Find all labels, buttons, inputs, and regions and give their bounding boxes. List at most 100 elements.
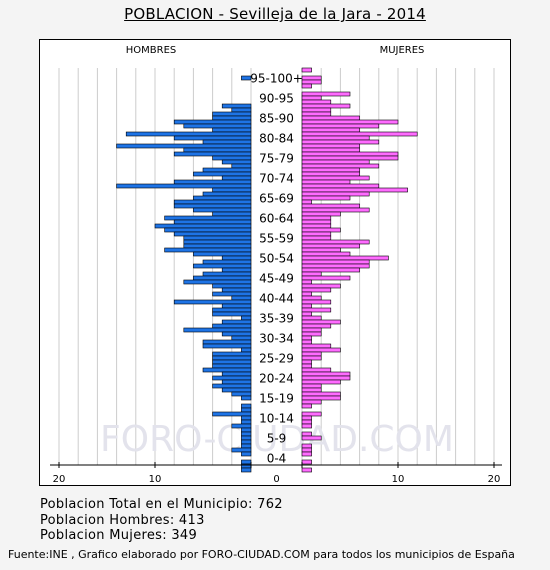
bar-mujeres-age-87 xyxy=(301,119,399,125)
bar-mujeres-age-100+ xyxy=(301,67,312,73)
bar-hombres-age-61 xyxy=(154,223,252,229)
bar-mujeres-age-55 xyxy=(301,247,341,253)
bar-mujeres-age-28 xyxy=(301,355,322,361)
bar-hombres-age-10 xyxy=(241,427,252,433)
age-group-label: 90-95 xyxy=(259,92,294,106)
bar-mujeres-age-18 xyxy=(301,395,341,401)
bar-mujeres-age-14 xyxy=(301,411,322,417)
bar-hombres-age-79 xyxy=(173,151,252,157)
bar-hombres-age-20 xyxy=(221,387,252,393)
age-group-label: 55-59 xyxy=(259,232,294,246)
bar-mujeres-age-39 xyxy=(301,311,312,317)
bar-mujeres-age-16 xyxy=(301,403,312,409)
bar-hombres-age-89 xyxy=(212,111,252,117)
bar-mujeres-age-58 xyxy=(301,235,332,241)
bar-mujeres-age-8 xyxy=(301,435,322,441)
bar-hombres-age-6 xyxy=(241,443,252,449)
bar-mujeres-age-67 xyxy=(301,199,312,205)
bar-mujeres-age-12 xyxy=(301,419,312,425)
bar-mujeres-age-56 xyxy=(301,243,360,249)
age-group-label: 0-4 xyxy=(267,452,287,466)
bar-mujeres-age-20 xyxy=(301,387,322,393)
bar-hombres-age-28 xyxy=(212,355,252,361)
bar-mujeres-age-31 xyxy=(301,343,332,349)
bar-mujeres-age-68 xyxy=(301,195,351,201)
bar-hombres-age-62 xyxy=(173,219,252,225)
bar-mujeres-age-64 xyxy=(301,211,341,217)
bar-hombres-age-33 xyxy=(231,335,252,341)
population-pyramid: FORO-CIUDAD.COM HOMBRES MUJERES 95-100+9… xyxy=(50,45,502,485)
bar-hombres-age-69 xyxy=(202,191,252,197)
bar-hombres-age-91 xyxy=(221,103,252,109)
bar-hombres-age-7 xyxy=(241,439,252,445)
bar-mujeres-age-85 xyxy=(301,127,360,133)
bar-mujeres-age-4 xyxy=(301,451,312,457)
chart-frame: FORO-CIUDAD.COM HOMBRES MUJERES 95-100+ 9… xyxy=(39,39,511,486)
bar-mujeres-age-86 xyxy=(301,123,380,129)
bar-mujeres-age-79 xyxy=(301,151,399,157)
bar-mujeres-age-93 xyxy=(301,95,322,101)
bar-mujeres-age-71 xyxy=(301,183,380,189)
bar-hombres-age-41 xyxy=(221,303,252,309)
bar-mujeres-age-33 xyxy=(301,335,312,341)
age-group-label: 95-100+ xyxy=(250,72,303,86)
bar-mujeres-age-72 xyxy=(301,179,351,185)
x-axis-ticks: 20 10 0 10 20 xyxy=(53,462,500,485)
bar-mujeres-age-90 xyxy=(301,107,332,113)
bar-hombres-age-78 xyxy=(212,155,252,161)
bar-mujeres-age-77 xyxy=(301,159,370,165)
bar-hombres-age-23 xyxy=(212,375,252,381)
mujeres-label: MUJERES xyxy=(380,45,425,56)
bar-hombres-age-85 xyxy=(212,127,252,133)
bar-hombres-age-39 xyxy=(212,311,252,317)
bar-mujeres-age-19 xyxy=(301,391,341,397)
bar-mujeres-age-36 xyxy=(301,323,332,329)
bar-hombres-age-90 xyxy=(231,107,252,113)
bar-mujeres-age-81 xyxy=(301,143,360,149)
bar-hombres-age-88 xyxy=(212,115,252,121)
bar-mujeres-age-22 xyxy=(301,379,341,385)
bar-mujeres-age-69 xyxy=(301,191,370,197)
bar-mujeres-age-42 xyxy=(301,299,332,305)
bar-mujeres-age-2 xyxy=(301,459,312,465)
bar-hombres-age-4 xyxy=(241,451,252,457)
bar-mujeres-age-43 xyxy=(301,295,322,301)
bar-hombres-age-86 xyxy=(183,123,252,129)
bar-hombres-age-77 xyxy=(221,159,252,165)
bar-hombres-age-71 xyxy=(116,183,252,189)
age-group-label: 15-19 xyxy=(259,392,294,406)
bar-mujeres-age-80 xyxy=(301,147,360,153)
age-group-label: 20-24 xyxy=(259,372,294,386)
age-group-label: 70-74 xyxy=(259,172,294,186)
bar-hombres-age-60 xyxy=(164,227,252,233)
bar-mujeres-age-35 xyxy=(301,327,322,333)
male-population: Poblacion Hombres: 413 xyxy=(40,513,205,528)
chart-title: POBLACION - Sevilleja de la Jara - 2014 xyxy=(124,5,426,23)
bar-hombres-age-27 xyxy=(212,359,252,365)
bar-mujeres-age-82 xyxy=(301,139,380,145)
bar-mujeres-age-54 xyxy=(301,251,351,257)
age-group-label: 80-84 xyxy=(259,132,294,146)
bar-hombres-age-50 xyxy=(221,267,252,273)
bar-hombres-age-2 xyxy=(241,459,252,465)
bar-hombres-age-31 xyxy=(202,343,252,349)
bar-mujeres-age-48 xyxy=(301,275,351,281)
bar-hombres-age-75 xyxy=(202,167,252,173)
bar-hombres-age-54 xyxy=(193,251,252,257)
hombres-label: HOMBRES xyxy=(126,45,177,56)
bar-hombres-age-14 xyxy=(212,411,252,417)
bar-hombres-age-58 xyxy=(183,235,252,241)
bar-hombres-age-32 xyxy=(202,339,252,345)
bar-hombres-age-59 xyxy=(173,231,252,237)
bar-mujeres-age-78 xyxy=(301,155,399,161)
bar-mujeres-age-9 xyxy=(301,431,312,437)
bar-mujeres-age-24 xyxy=(301,371,351,377)
bar-hombres-age-63 xyxy=(164,215,252,221)
bar-mujeres-age-17 xyxy=(301,399,322,405)
x-tick-label: 10 xyxy=(149,474,162,485)
bar-hombres-age-52 xyxy=(202,259,252,265)
bar-hombres-age-48 xyxy=(193,275,252,281)
bar-mujeres-age-21 xyxy=(301,383,322,389)
bar-hombres-age-19 xyxy=(231,391,252,397)
bar-mujeres-age-59 xyxy=(301,231,332,237)
